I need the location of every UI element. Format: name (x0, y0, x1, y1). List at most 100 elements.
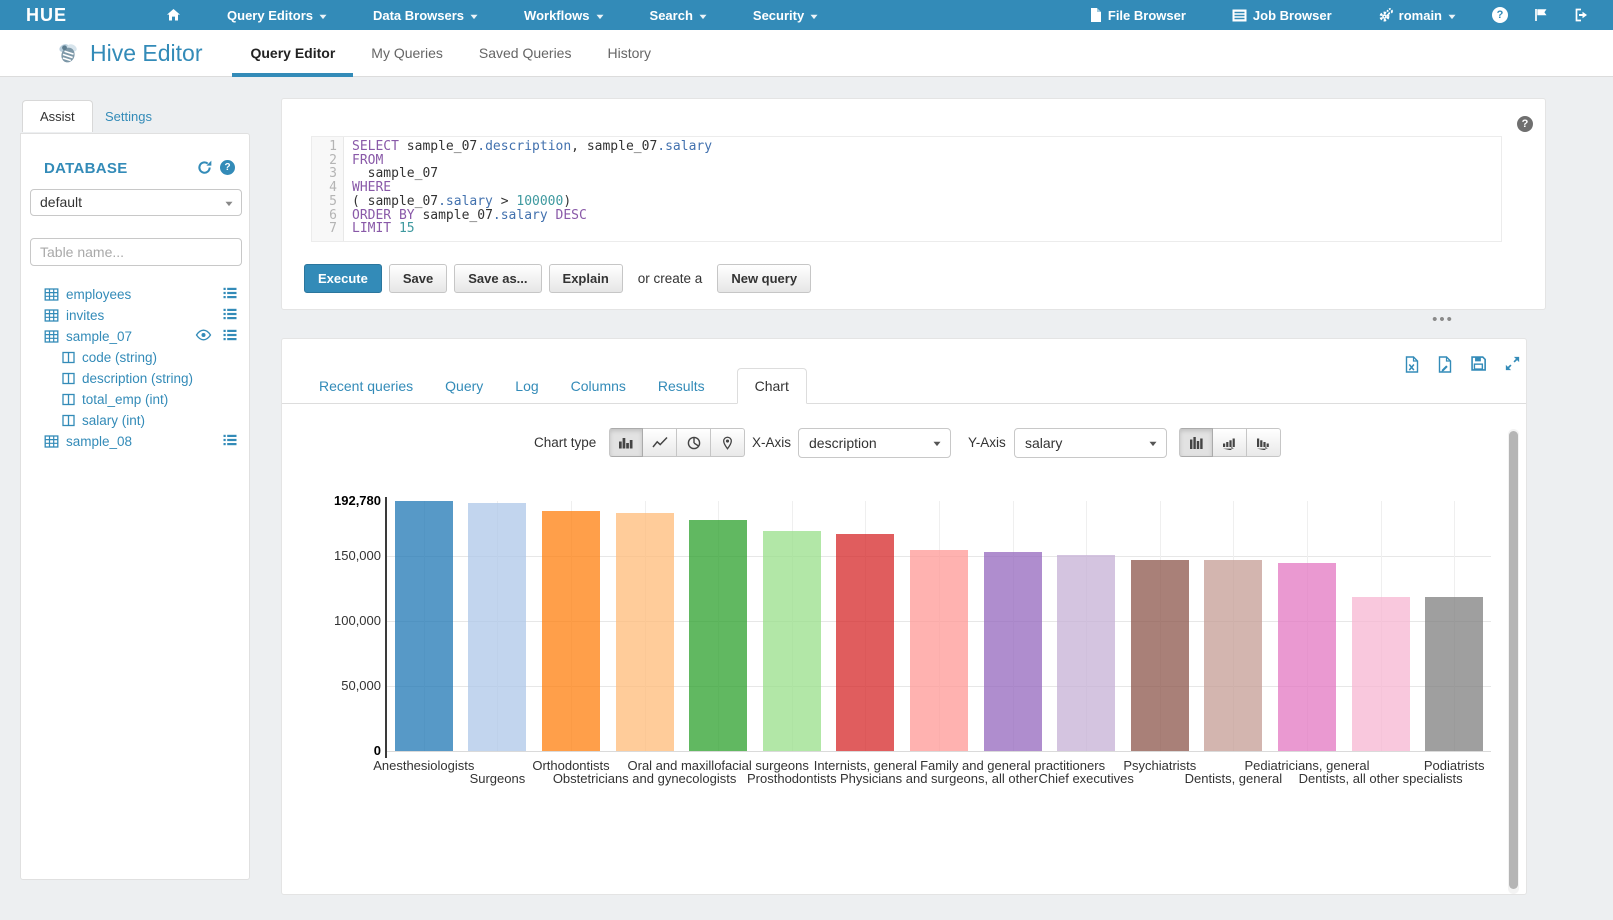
table-menu-icon[interactable] (223, 329, 237, 341)
home-button[interactable] (143, 0, 204, 30)
sign-out-button[interactable] (1561, 0, 1601, 30)
new-query-button[interactable]: New query (717, 264, 812, 293)
explain-button[interactable]: Explain (548, 264, 623, 293)
expand-icon[interactable] (1505, 356, 1520, 373)
tab-my-queries[interactable]: My Queries (371, 44, 443, 61)
bar[interactable] (836, 534, 895, 751)
preview-eye-icon[interactable] (195, 329, 212, 341)
tab-columns[interactable]: Columns (570, 378, 626, 394)
save-results-icon[interactable] (1471, 356, 1486, 373)
caret-down-icon (1448, 13, 1456, 20)
user-menu[interactable]: romain (1355, 0, 1479, 30)
tab-saved-queries[interactable]: Saved Queries (478, 44, 572, 61)
table-icon (44, 309, 59, 322)
panel-resize-handle[interactable]: ••• (1432, 311, 1454, 328)
refresh-icon[interactable] (197, 160, 212, 175)
caret-down-icon (596, 13, 604, 20)
save-as-button[interactable]: Save as... (454, 264, 542, 293)
editor-help-button[interactable]: ? (1517, 114, 1533, 132)
bar[interactable] (468, 502, 527, 751)
tab-assist[interactable]: Assist (22, 100, 93, 132)
line-chart-icon (651, 436, 668, 449)
assist-panel: DATABASE ? default employeesinvitessampl… (20, 133, 250, 880)
job-browser-icon (1232, 9, 1247, 22)
tab-chart[interactable]: Chart (736, 368, 807, 404)
results-tabs: Recent queries Query Log Columns Results… (319, 368, 807, 404)
column-row[interactable]: code (string) (21, 347, 249, 368)
bar[interactable] (983, 551, 1042, 751)
bar[interactable] (910, 549, 968, 751)
bar[interactable] (615, 512, 674, 751)
app-title[interactable]: Hive Editor (55, 40, 202, 67)
menu-workflows[interactable]: Workflows (501, 0, 627, 30)
download-csv-icon[interactable] (1438, 356, 1452, 373)
table-menu-icon[interactable] (223, 308, 237, 320)
column-row[interactable]: description (string) (21, 368, 249, 389)
sort-descending-button[interactable] (1247, 428, 1281, 457)
pie-chart-button[interactable] (677, 428, 711, 457)
tab-query-editor[interactable]: Query Editor (232, 30, 354, 77)
bar[interactable] (1278, 562, 1336, 751)
tab-history[interactable]: History (607, 44, 652, 61)
menu-data-browsers[interactable]: Data Browsers (350, 0, 501, 30)
assist-help-icon[interactable]: ? (220, 160, 235, 175)
tab-recent-queries[interactable]: Recent queries (319, 378, 414, 394)
question-icon: ? (1517, 116, 1533, 132)
bar[interactable] (1204, 560, 1263, 751)
bar[interactable] (762, 530, 821, 751)
help-icon: ? (1492, 7, 1508, 23)
bar-chart-button[interactable] (609, 428, 643, 457)
line-chart-button[interactable] (643, 428, 677, 457)
hue-logo[interactable]: HUE (26, 4, 68, 25)
download-excel-icon[interactable] (1405, 356, 1419, 373)
file-browser-link[interactable]: File Browser (1067, 0, 1209, 30)
bar[interactable] (542, 510, 600, 751)
table-menu-icon[interactable] (223, 287, 237, 299)
tab-query[interactable]: Query (445, 378, 484, 394)
tab-results[interactable]: Results (657, 378, 705, 394)
x-axis-select[interactable]: description (798, 428, 951, 458)
y-tick-label: 150,000 (334, 548, 381, 564)
table-menu-icon[interactable] (223, 434, 237, 446)
bar[interactable] (394, 501, 453, 751)
x-axis-label: Dentists, general (1184, 771, 1283, 786)
execute-button[interactable]: Execute (304, 264, 382, 293)
save-button[interactable]: Save (388, 264, 448, 293)
table-row[interactable]: sample_08 (21, 431, 249, 452)
help-button[interactable]: ? (1479, 0, 1521, 30)
bar[interactable] (1057, 554, 1116, 751)
menu-security[interactable]: Security (730, 0, 841, 30)
column-row[interactable]: total_emp (int) (21, 389, 249, 410)
sort-ascending-button[interactable] (1213, 428, 1247, 457)
table-row[interactable]: sample_07 (21, 326, 249, 347)
scrollbar-thumb[interactable] (1509, 431, 1518, 889)
tab-log[interactable]: Log (515, 378, 539, 394)
caret-down-icon (933, 440, 941, 447)
table-row[interactable]: invites (21, 305, 249, 326)
sign-out-icon (1574, 8, 1588, 22)
x-axis-label: Oral and maxillofacial surgeons (627, 758, 809, 773)
table-filter-input[interactable] (30, 238, 242, 266)
bar[interactable] (689, 519, 748, 751)
database-select[interactable]: default (30, 189, 242, 216)
no-sort-button[interactable] (1179, 428, 1213, 457)
bar[interactable] (1351, 596, 1410, 751)
caret-down-icon (699, 13, 707, 20)
y-tick-label: 100,000 (334, 613, 381, 629)
menu-query-editors[interactable]: Query Editors (204, 0, 350, 30)
top-navbar: HUE Query Editors Data Browsers Workflow… (0, 0, 1613, 30)
column-row[interactable]: salary (int) (21, 410, 249, 431)
tab-settings[interactable]: Settings (105, 109, 152, 124)
bar[interactable] (1425, 597, 1484, 751)
menu-search[interactable]: Search (627, 0, 730, 30)
x-axis-label: Internists, general (813, 758, 918, 773)
x-axis-label: Prosthodontists (746, 771, 837, 786)
table-row[interactable]: employees (21, 284, 249, 305)
map-chart-button[interactable] (711, 428, 745, 457)
y-axis-select[interactable]: salary (1014, 428, 1167, 458)
job-browser-link[interactable]: Job Browser (1209, 0, 1355, 30)
feedback-flag-button[interactable] (1521, 0, 1561, 30)
bar[interactable] (1130, 559, 1189, 751)
